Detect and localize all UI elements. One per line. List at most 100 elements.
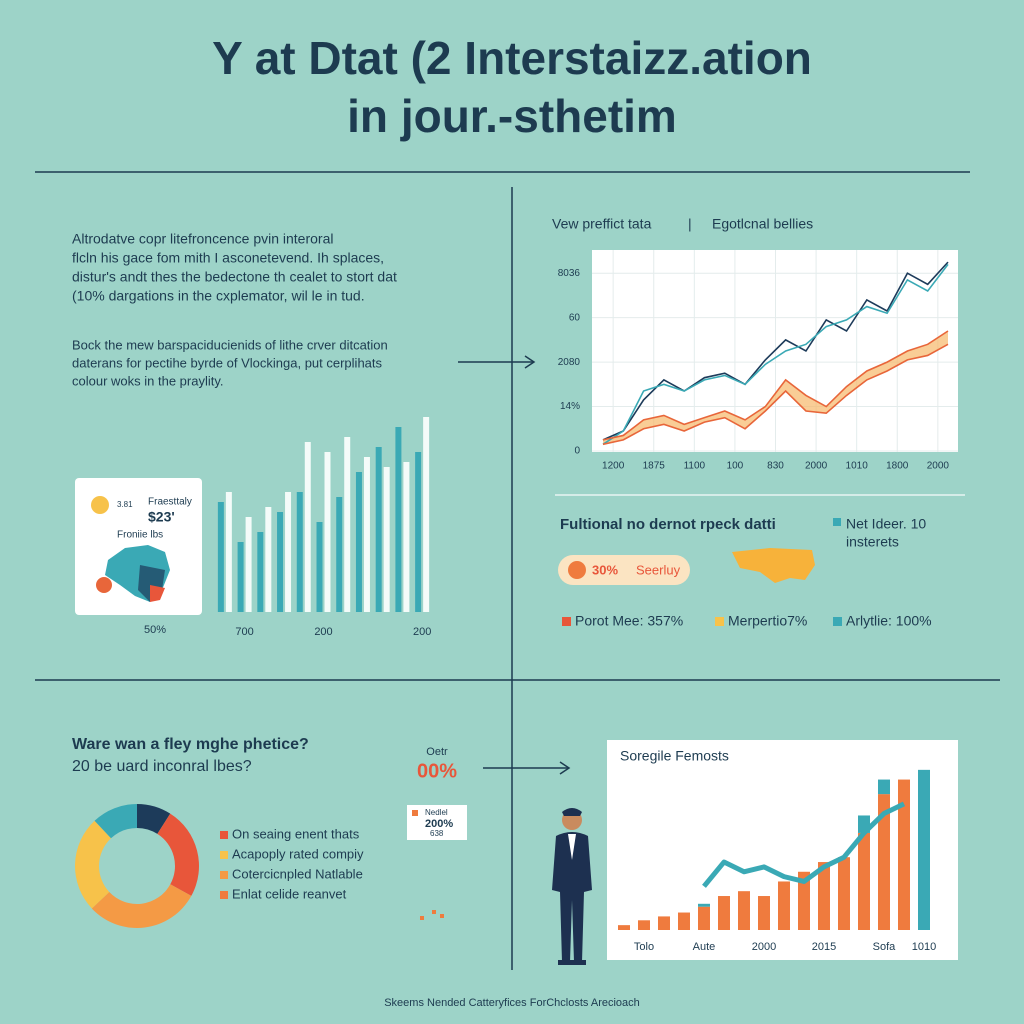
legend-swatch (562, 617, 571, 626)
bar (423, 417, 430, 612)
bar (638, 920, 650, 930)
legend-swatch (220, 871, 228, 879)
bar (316, 522, 323, 612)
legend-label: Acapoply rated compiy (232, 846, 364, 861)
x-tick-label: Sofa (873, 941, 897, 953)
bar (265, 507, 272, 612)
bar (257, 532, 264, 612)
line (602, 261, 949, 441)
x-tick-label: 200 (314, 626, 332, 638)
bar (245, 517, 252, 612)
x-tick-label: 2000 (927, 461, 950, 472)
bar (403, 462, 410, 612)
y-tick-label: 60 (569, 312, 581, 323)
decoration (420, 910, 444, 920)
x-tick-label: 200 (413, 626, 431, 638)
bar (375, 447, 382, 612)
legend-swatch (833, 617, 842, 626)
pill-value: 30% (592, 562, 618, 577)
card-badge: 3.81 (117, 500, 133, 509)
card-text: 200% (425, 818, 453, 830)
line (702, 801, 906, 888)
x-tick-label: 1875 (643, 461, 666, 472)
line (602, 343, 949, 446)
donut-segment (94, 804, 137, 839)
bar (363, 457, 370, 612)
footer: Skeems Nended Catteryfices ForChclosts A… (384, 997, 640, 1009)
bar (217, 502, 224, 612)
legend-label: On seaing enent thats (232, 826, 360, 841)
legend-label: Enlat celide reanvet (232, 886, 347, 901)
question: 20 be uard inconral lbes? (72, 758, 252, 775)
bar (296, 492, 303, 612)
legend-label: Porot Mee: 357% (575, 613, 683, 629)
x-tick-label: 1800 (886, 461, 909, 472)
bar (878, 779, 890, 795)
x-tick-label: 1010 (912, 941, 936, 953)
intro-text: (10% dargations in the cxplemator, wil l… (72, 288, 365, 304)
person (552, 808, 592, 965)
intro-text: distur's andt thes the bedectone th ceal… (72, 269, 397, 285)
x-tick-label: 1100 (684, 461, 706, 472)
legend-label: Cotercicnpled Natlable (232, 866, 363, 881)
card-text: 638 (430, 829, 444, 838)
donut-segment (75, 820, 111, 909)
intro-text: Altrodatve copr litefroncence pvin inter… (72, 231, 333, 247)
y-tick-label: 14% (560, 401, 580, 412)
x-tick-label: 830 (767, 461, 784, 472)
donut-segment (91, 884, 192, 928)
bar (698, 903, 710, 907)
callout-label: Oetr (426, 746, 448, 758)
panel-note: Net Ideer. 10 (846, 516, 926, 532)
icon (412, 810, 418, 816)
x-tick-label: Tolo (634, 941, 654, 953)
legend-swatch (220, 851, 228, 859)
map-illustration (96, 545, 170, 602)
bar (237, 542, 244, 612)
line (602, 330, 949, 441)
x-tick-label: 2000 (752, 941, 776, 953)
legend-label: Arlytlie: 100% (846, 613, 932, 629)
chart-title: Vew preffict tata (552, 216, 652, 232)
chart-subtitle: Egotlcnal bellies (712, 216, 813, 232)
bar (878, 794, 890, 930)
x-tick-label: 1200 (602, 461, 625, 472)
arrow (458, 355, 571, 775)
map-illustration (732, 548, 815, 583)
bar (324, 452, 331, 612)
intro-text: Bock the mew barspaciducienids of lithe … (72, 337, 388, 352)
y-tick-label: 8036 (558, 268, 581, 279)
bar (858, 832, 870, 930)
intro-text: daterans for pectihe byrde of Vlockinga,… (72, 355, 383, 370)
bar (285, 492, 292, 612)
bar (225, 492, 232, 612)
panel-note: insterets (846, 534, 899, 550)
intro-text: colour woks in the praylity. (72, 373, 224, 388)
legend-swatch (220, 831, 228, 839)
bar (383, 467, 390, 612)
callout-value: 00% (417, 760, 457, 782)
panel-heading: Fultional no dernot rpeck datti (560, 516, 776, 533)
card-label: Fraesttaly (148, 497, 192, 508)
legend-swatch (220, 891, 228, 899)
pill (558, 555, 690, 585)
line (602, 263, 949, 446)
question: Ware wan a fley mghe phetice? (72, 736, 309, 753)
bar (336, 497, 343, 612)
bar (798, 871, 810, 930)
bar (738, 891, 750, 930)
intro-text: flcln his gace fom mith I asconetevend. … (72, 250, 384, 266)
donut-segment (157, 813, 199, 896)
bar (618, 925, 630, 930)
bar (304, 442, 311, 612)
card-footer: 50% (144, 624, 166, 636)
bar (838, 857, 850, 930)
y-tick-label: 0 (574, 446, 580, 457)
bar (678, 912, 690, 930)
bar (918, 769, 930, 930)
bar (277, 512, 284, 612)
icon (568, 561, 586, 579)
card-label: Froniie lbs (117, 530, 163, 541)
bar (355, 472, 362, 612)
